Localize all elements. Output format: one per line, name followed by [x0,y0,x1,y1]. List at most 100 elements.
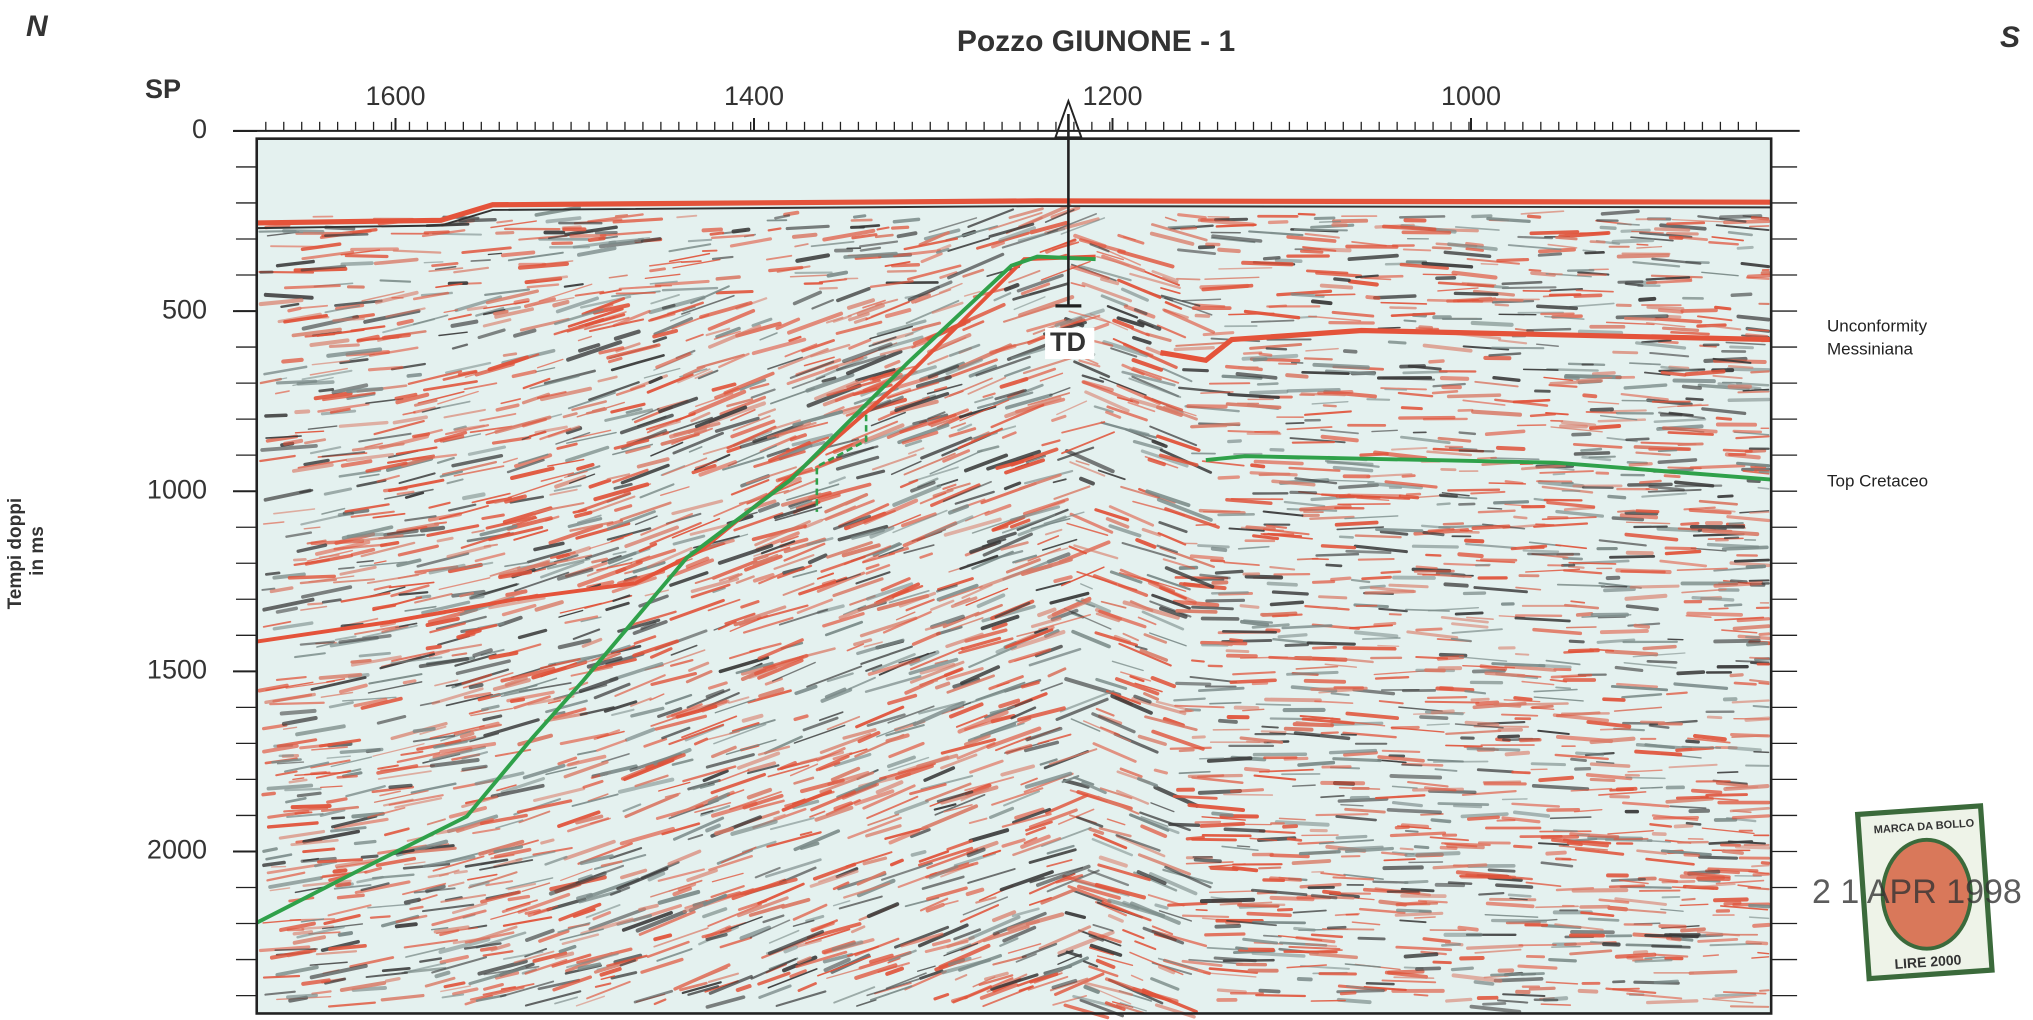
seismic-reflector [1433,391,1457,393]
seismic-reflector [1305,358,1332,359]
seismic-reflector [1390,585,1427,587]
seismic-reflector [1361,454,1387,455]
seismic-reflector [455,871,467,873]
seismic-reflector [1196,316,1208,317]
seismic-reflector [1556,687,1570,688]
seismic-reflector [1271,878,1300,880]
seismic-reflector [1337,523,1377,525]
seismic-reflector [1221,643,1231,644]
seismic-reflector [1659,450,1677,451]
seismic-reflector [1682,747,1720,748]
seismic-reflector [1645,957,1665,958]
seismic-reflector [1303,372,1349,373]
seismic-reflector [1610,556,1653,557]
seismic-reflector [1192,556,1223,558]
seismic-reflector [1308,643,1354,644]
seismic-reflector [1729,400,1768,401]
seismic-reflector [785,213,797,215]
seismic-reflector [1420,911,1431,912]
seismic-reflector [1177,611,1216,612]
seismic-reflector [1402,408,1421,409]
seismic-reflector [1468,946,1522,948]
seismic-reflector [1413,546,1457,547]
seismic-reflector [362,856,377,857]
seismic-reflector [1737,847,1769,848]
seismic-reflector [1503,287,1556,288]
seismic-reflector [1271,602,1302,604]
seismic-reflector [1302,251,1322,252]
seismic-reflector [334,319,364,321]
seismic-reflector [1516,654,1528,655]
seismic-reflector [1644,647,1675,649]
seismic-reflector [1707,795,1747,796]
seismic-reflector [1674,380,1713,381]
seismic-reflector [1219,514,1254,515]
seismic-reflector [1328,462,1372,464]
seismic-reflector [689,240,711,241]
seismic-reflector [1344,648,1394,649]
seismic-reflector [1725,605,1741,606]
seismic-reflector [1328,927,1345,928]
seismic-reflector [1288,672,1337,674]
seismic-reflector [1316,294,1355,295]
seismic-reflector [1268,583,1296,584]
seismic-reflector [1532,764,1564,765]
seismic-reflector [371,916,390,917]
seismic-reflector [1180,711,1191,712]
seismic-reflector [1219,477,1238,478]
seismic-reflector [1509,895,1530,897]
seismic-reflector [1213,813,1232,815]
seismic-reflector [1180,750,1194,751]
seismic-reflector [1217,225,1256,227]
seismic-reflector [1479,893,1503,894]
seismic-reflector [338,776,357,777]
seismic-reflector [1580,332,1621,333]
seismic-reflector [1668,316,1680,317]
seismic-reflector [1637,244,1648,245]
seismic-reflector [1614,240,1653,242]
seismic-reflector [1609,496,1625,497]
seismic-reflector [1248,914,1290,916]
seismic-reflector [1719,496,1732,497]
seismic-reflector [1356,536,1401,538]
seismic-reflector [1415,847,1428,848]
seismic-reflector [1259,868,1280,869]
seismic-reflector [1299,214,1315,215]
seismic-reflector [1181,228,1196,229]
seismic-reflector [704,229,721,230]
seismic-reflector [1503,799,1527,800]
seismic-reflector [460,220,495,221]
seismic-reflector [1331,751,1376,753]
seismic-reflector [1735,626,1769,629]
seismic-reflector [1416,657,1447,658]
seismic-reflector [1488,508,1502,509]
seismic-reflector [1630,464,1651,465]
seismic-reflector [1618,511,1634,512]
section-title: Pozzo GIUNONE - 1 [957,25,1235,58]
seismic-reflector [1723,851,1742,853]
seismic-reflector [1518,425,1546,426]
seismic-reflector [1750,658,1769,659]
seismic-reflector [1748,481,1759,482]
seismic-reflector [1591,242,1604,243]
seismic-reflector [495,311,507,313]
seismic-reflector [348,389,381,391]
seismic-reflector [1750,906,1769,907]
seismic-reflector [1367,297,1378,298]
seismic-reflector [1575,295,1600,296]
seismic-reflector [1334,759,1380,761]
seismic-reflector [1299,979,1311,980]
stamp-date: 2 1 APR 1998 [1812,873,2022,911]
seismic-reflector [266,295,312,298]
seismic-reflector [1569,567,1583,568]
seismic-reflector [1682,899,1694,900]
seismic-reflector [1589,919,1618,921]
seismic-reflector [1687,741,1698,742]
seismic-reflector [312,773,326,774]
seismic-reflector [1592,764,1629,766]
seismic-reflector [1746,335,1766,337]
seismic-reflector [406,900,419,903]
seismic-reflector [1570,650,1598,651]
seismic-reflector [296,411,308,412]
seismic-reflector [1729,366,1752,368]
